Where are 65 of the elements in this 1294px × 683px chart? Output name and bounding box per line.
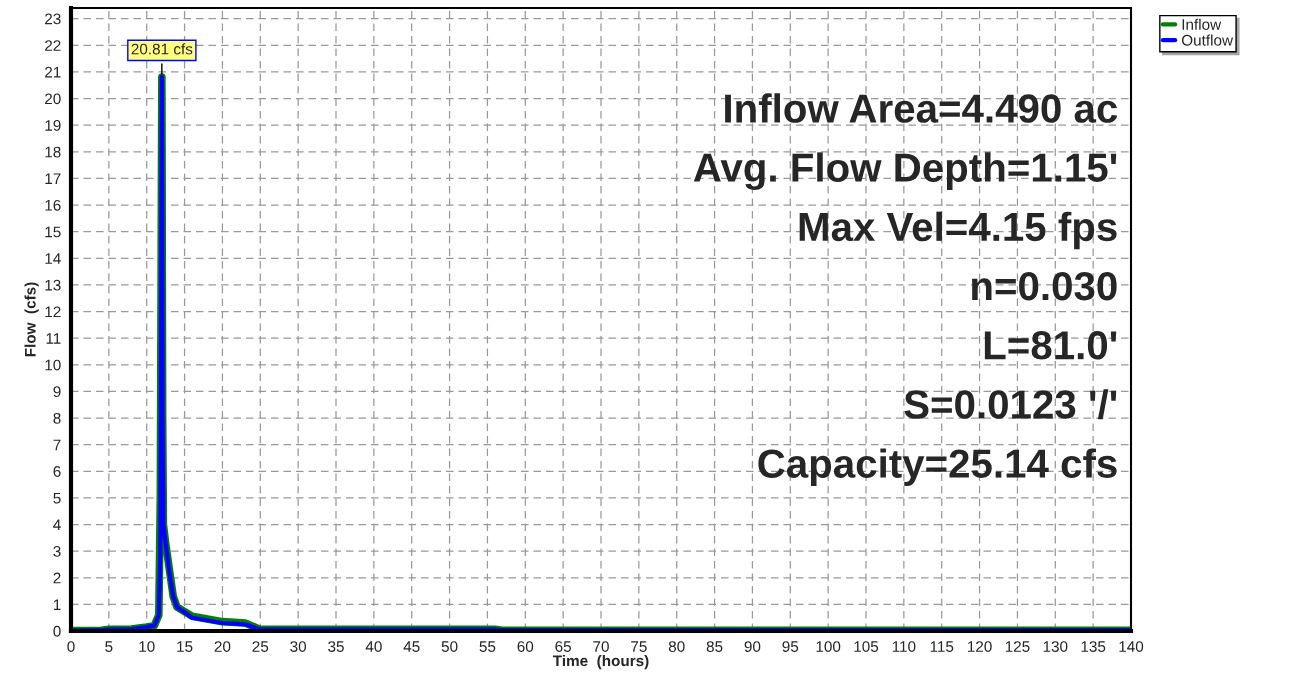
x-tick-label: 115 — [930, 641, 954, 652]
x-tick-label: 15 — [177, 641, 193, 652]
x-tick-label: 0 — [67, 641, 75, 652]
x-tick-label: 75 — [631, 641, 647, 652]
y-tick-label: 7 — [53, 439, 61, 451]
y-tick-label: 12 — [45, 306, 61, 318]
x-tick-label: 35 — [328, 641, 344, 652]
annotation: L=81.0' — [984, 331, 1117, 360]
annotation: n=0.030 — [972, 271, 1117, 301]
x-axis-title: Time (hours) — [552, 654, 649, 670]
y-tick-label: 9 — [53, 386, 61, 398]
x-tick-label: 30 — [290, 641, 307, 652]
annotation: Inflow Area=4.490 ac — [725, 93, 1118, 123]
annotation: Max Vel=4.15 fps — [799, 211, 1117, 250]
x-tick-label: 80 — [668, 641, 685, 652]
y-tick-label: 20 — [45, 93, 61, 105]
legend-label: Outflow — [1181, 34, 1234, 46]
x-tick-label: 10 — [139, 641, 155, 652]
x-tick-label: 125 — [1005, 641, 1030, 652]
x-tick-label: 50 — [441, 641, 458, 652]
x-tick-label: 85 — [706, 641, 723, 652]
y-tick-label: 14 — [45, 253, 61, 264]
x-tick-label: 120 — [967, 641, 992, 652]
y-axis-title: Flow (cfs) — [24, 282, 39, 357]
y-tick-label: 21 — [45, 66, 61, 78]
annotation: S=0.0123 '/' — [904, 389, 1117, 420]
x-tick-label: 110 — [892, 641, 916, 652]
y-tick-label: 23 — [45, 13, 61, 25]
y-tick-label: 10 — [45, 359, 61, 371]
y-tick-label: 19 — [45, 120, 61, 131]
y-tick-label: 17 — [45, 173, 61, 184]
x-tick-label: 70 — [593, 641, 609, 652]
y-tick-label: 16 — [45, 199, 61, 211]
x-tick-label: 20 — [214, 641, 231, 652]
x-tick-label: 135 — [1081, 641, 1106, 652]
x-tick-label: 60 — [517, 641, 534, 652]
y-tick-label: 22 — [45, 40, 61, 51]
y-tick-label: 11 — [46, 333, 61, 344]
x-tick-label: 105 — [854, 641, 879, 652]
annotation: Capacity=25.14 cfs — [758, 448, 1117, 486]
y-tick-label: 6 — [53, 466, 61, 477]
y-tick-label: 2 — [53, 572, 61, 584]
y-tick-label: 5 — [53, 492, 61, 504]
x-tick-label: 25 — [252, 641, 269, 652]
y-tick-label: 13 — [45, 279, 61, 291]
x-tick-label: 5 — [105, 641, 113, 652]
x-tick-label: 90 — [744, 641, 761, 652]
x-tick-label: 45 — [403, 641, 420, 652]
legend-label: Inflow — [1182, 18, 1222, 30]
x-tick-label: 130 — [1043, 641, 1068, 652]
y-tick-label: 4 — [53, 519, 61, 531]
y-tick-label: 15 — [45, 226, 61, 238]
y-tick-label: 8 — [53, 412, 61, 424]
y-tick-label: 18 — [45, 146, 61, 158]
x-tick-label: 40 — [365, 641, 382, 652]
annotation: Avg. Flow Depth=1.15' — [693, 152, 1117, 191]
x-tick-label: 140 — [1119, 641, 1144, 652]
annotation: 20.81 cfs — [131, 43, 193, 55]
x-tick-label: 100 — [816, 641, 841, 652]
x-tick-label: 95 — [782, 641, 799, 652]
x-tick-label: 65 — [555, 641, 571, 652]
x-tick-label: 55 — [479, 641, 496, 652]
y-tick-label: 3 — [53, 546, 61, 557]
y-tick-label: 0 — [53, 625, 61, 637]
y-tick-label: 1 — [53, 599, 61, 610]
